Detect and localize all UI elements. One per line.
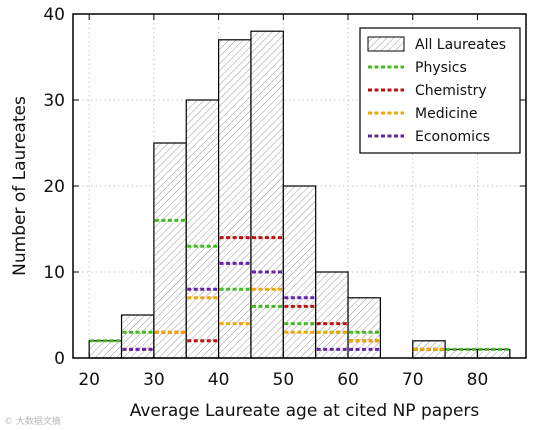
bar — [88, 340, 123, 359]
x-tick-label: 50 — [273, 370, 295, 390]
x-axis-label: Average Laureate age at cited NP papers — [130, 401, 480, 421]
bar — [185, 99, 220, 359]
y-tick-label: 0 — [54, 349, 65, 369]
x-tick-label: 70 — [402, 370, 424, 390]
bar — [315, 271, 349, 359]
legend: All Laureates Physics Chemistry Medicine Eco… — [359, 27, 521, 154]
y-tick-label: 40 — [43, 5, 65, 25]
legend-label-economics: Economics — [415, 129, 490, 145]
y-tick-label: 30 — [43, 91, 65, 111]
bar — [282, 185, 317, 359]
bar — [120, 314, 155, 359]
x-tick-label: 20 — [78, 370, 100, 390]
x-tick-label: 40 — [208, 370, 230, 390]
x-tick-label: 60 — [337, 370, 359, 390]
histogram-bars — [88, 30, 511, 359]
y-tick-label: 10 — [43, 263, 65, 283]
legend-label-all-laureates: All Laureates — [415, 37, 506, 53]
bar — [250, 30, 284, 359]
legend-label-medicine: Medicine — [415, 106, 478, 122]
bar — [218, 39, 252, 359]
y-tick-label: 20 — [43, 177, 65, 197]
legend-label-physics: Physics — [415, 60, 467, 76]
category-segments — [90, 218, 509, 351]
legend-label-chemistry: Chemistry — [415, 83, 487, 99]
axis-ticks: 20 30 40 50 60 70 80 0 10 20 30 40 — [43, 5, 526, 390]
legend-swatch-all-laureates — [367, 36, 405, 52]
x-tick-label: 30 — [143, 370, 165, 390]
watermark: © 大数据文摘 — [4, 415, 61, 427]
x-tick-label: 80 — [467, 370, 489, 390]
y-axis-label: Number of Laureates — [10, 96, 30, 276]
bar — [153, 142, 187, 359]
